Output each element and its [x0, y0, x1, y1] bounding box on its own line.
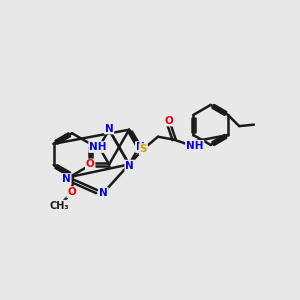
Text: N: N	[62, 174, 71, 184]
Text: O: O	[67, 187, 76, 197]
Text: N: N	[136, 142, 145, 152]
Text: NH: NH	[89, 142, 106, 152]
Text: O: O	[86, 159, 94, 170]
Text: N: N	[99, 188, 108, 198]
Text: N: N	[125, 160, 134, 171]
Text: N: N	[105, 124, 113, 134]
Text: CH₃: CH₃	[49, 201, 69, 211]
Text: S: S	[140, 144, 147, 154]
Text: O: O	[164, 116, 173, 125]
Text: NH: NH	[186, 141, 203, 151]
